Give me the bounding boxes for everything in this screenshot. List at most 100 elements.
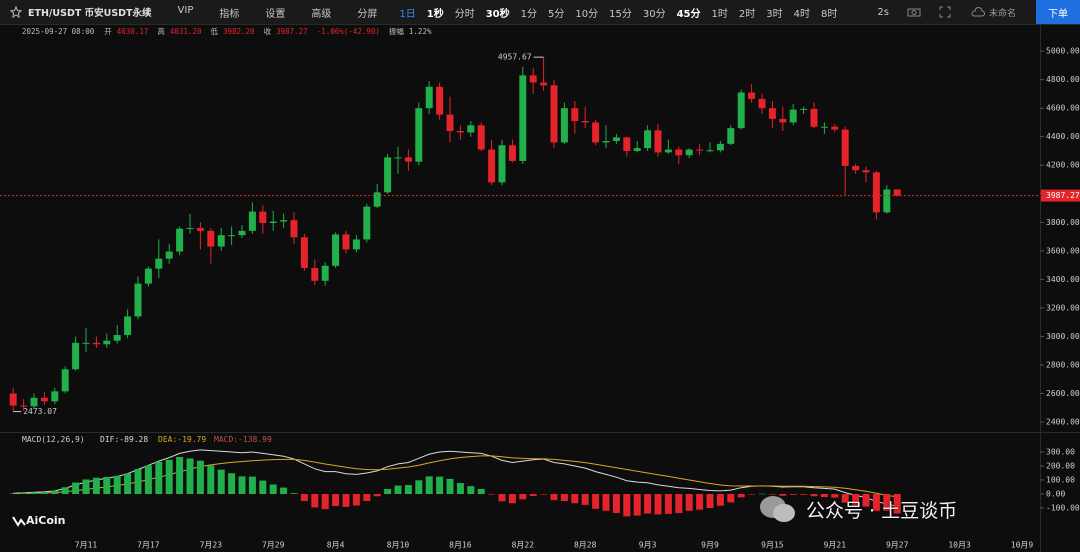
macd-bar xyxy=(768,494,776,495)
interval[interactable]: 2时 xyxy=(738,8,756,20)
tool[interactable]: 指标 xyxy=(219,8,240,20)
candle-body xyxy=(467,125,475,133)
macd-bar xyxy=(321,494,329,510)
x-tick-label: 8月28 xyxy=(574,541,597,550)
info-item: 4030.17 xyxy=(116,26,149,36)
macd-bar xyxy=(560,494,568,501)
macd-bar xyxy=(144,465,152,494)
interval[interactable]: 1分 xyxy=(520,8,538,20)
interval[interactable]: 8时 xyxy=(821,8,838,20)
candle-body xyxy=(560,108,568,143)
macd-bar xyxy=(9,493,17,494)
y-tick-label: 2600.00 xyxy=(1046,389,1080,398)
tool[interactable]: 分屏 xyxy=(357,8,378,20)
interval[interactable]: 15分 xyxy=(609,8,632,20)
interval[interactable]: 30秒 xyxy=(485,8,510,20)
candle-body xyxy=(124,316,132,335)
x-tick-label: 8月16 xyxy=(449,541,472,550)
macd-bar xyxy=(207,465,215,494)
macd-legend: MACD:-138.99 xyxy=(214,435,272,444)
candle-body xyxy=(716,143,724,151)
x-tick-label: 7月23 xyxy=(200,541,223,550)
macd-bar xyxy=(269,484,277,494)
macd-bar xyxy=(748,494,756,495)
candle-body xyxy=(144,268,152,284)
plot: 2400.00 2600.00 2800.00 3000.00 3200.00 3400.… xyxy=(0,47,1080,550)
interval[interactable]: 分时 xyxy=(454,8,475,20)
macd-bar xyxy=(592,494,600,509)
macd-bar xyxy=(893,494,901,514)
interval[interactable]: 5分 xyxy=(548,8,565,20)
macd-bar xyxy=(92,477,100,494)
y-tick-label: 5000.00 xyxy=(1046,47,1080,56)
order-button[interactable]: 下单 xyxy=(1036,0,1080,24)
candle-body xyxy=(623,137,631,151)
min-marker: 2473.07 xyxy=(23,407,57,416)
tool[interactable]: VIP xyxy=(177,4,194,16)
interval[interactable]: 4时 xyxy=(793,8,811,20)
macd-bar xyxy=(436,476,444,494)
candle-body xyxy=(820,126,828,128)
symbol[interactable]: ETH/USDT 币安USDT永续 xyxy=(28,8,152,19)
toolbar-right: 2s 未命名 下单 xyxy=(877,0,1080,24)
y-tick-label: 3800.00 xyxy=(1046,218,1080,227)
macd-bar xyxy=(498,494,506,502)
candle-body xyxy=(196,228,204,231)
macd-bar xyxy=(425,476,433,494)
macd-bar xyxy=(872,494,880,511)
macd-bar xyxy=(176,457,184,494)
info-item: 开 xyxy=(104,26,112,36)
macd-bar xyxy=(862,494,870,507)
layout-name[interactable]: 未命名 xyxy=(988,8,1016,19)
candle-body xyxy=(685,149,693,156)
interval[interactable]: 45分 xyxy=(676,8,701,20)
y-tick-label: 4400.00 xyxy=(1046,132,1080,141)
tool[interactable]: 高级 xyxy=(311,8,332,20)
candle-body xyxy=(207,230,215,247)
interval[interactable]: 3时 xyxy=(766,8,783,20)
interval[interactable]: 1秒 xyxy=(426,8,444,20)
fullscreen-icon[interactable] xyxy=(939,6,951,18)
macd-bar xyxy=(404,485,412,494)
candle-body xyxy=(30,397,38,407)
macd-bar xyxy=(779,494,787,496)
candle-body xyxy=(862,170,870,173)
star-icon[interactable] xyxy=(10,6,22,18)
macd-bar xyxy=(810,494,818,497)
y-tick-label: 200.00 xyxy=(1046,462,1075,471)
macd-bar xyxy=(124,473,132,494)
candle-body xyxy=(789,109,797,123)
candle-body xyxy=(540,82,548,86)
x-tick-label: 8月22 xyxy=(512,541,535,550)
macd-bar xyxy=(248,476,256,494)
tool[interactable]: 设置 xyxy=(265,8,286,20)
y-tick-label: -100.00 xyxy=(1046,504,1080,513)
refresh-rate[interactable]: 2s xyxy=(877,6,889,18)
macd-legend: DIF:-89.28 xyxy=(100,435,148,444)
camera-icon[interactable] xyxy=(907,7,921,17)
interval[interactable]: 1日 xyxy=(399,8,416,20)
candle-body xyxy=(404,157,412,162)
candle-body xyxy=(446,114,454,132)
candle-body xyxy=(186,228,194,230)
macd-bar xyxy=(51,490,59,494)
macd-bar xyxy=(831,494,839,498)
interval[interactable]: 10分 xyxy=(575,8,599,20)
macd-bar xyxy=(311,494,319,508)
candle-body xyxy=(82,342,90,344)
interval[interactable]: 30分 xyxy=(642,8,666,20)
y-tick-label: 4200.00 xyxy=(1046,161,1080,170)
candle-body xyxy=(748,92,756,99)
info-item: 振幅 xyxy=(388,26,404,36)
macd-bar xyxy=(103,476,111,494)
y-tick-label: 3400.00 xyxy=(1046,275,1080,284)
interval[interactable]: 1时 xyxy=(711,8,728,20)
x-tick-label: 8月4 xyxy=(327,541,345,550)
macd-bar xyxy=(633,494,641,516)
candle-body xyxy=(51,391,59,402)
candle-body xyxy=(664,149,672,153)
macd-bar xyxy=(342,494,350,507)
candle-body xyxy=(113,334,121,341)
macd-bar xyxy=(716,494,724,506)
